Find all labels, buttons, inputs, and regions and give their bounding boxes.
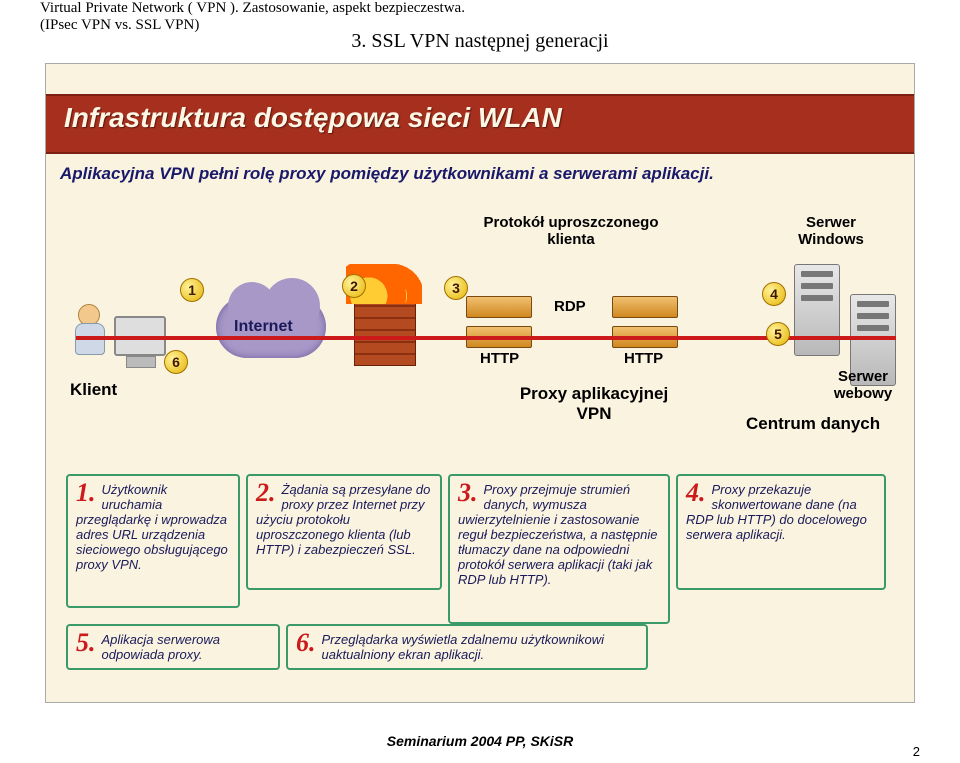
server-windows-icon: [794, 264, 840, 356]
client-icon: [74, 294, 164, 364]
step-num-5: 5.: [76, 632, 96, 654]
step-box-6: 6. Przeglądarka wyświetla zdalnemu użytk…: [286, 624, 648, 670]
step-num-4: 4.: [686, 482, 706, 504]
step-box-5: 5. Aplikacja serwerowa odpowiada proxy.: [66, 624, 280, 670]
label-proxy-vpn: Proxy aplikacyjnej VPN: [504, 384, 684, 424]
num-circle-1: 1: [180, 278, 204, 302]
step-text-6: Przeglądarka wyświetla zdalnemu użytkown…: [322, 632, 605, 662]
internet-label: Internet: [234, 318, 293, 336]
step-text-1: Użytkownik uruchamia przeglądarkę i wpro…: [76, 482, 228, 572]
step-text-2: Żądania są przesyłane do proxy przez Int…: [256, 482, 430, 557]
banner-title: Infrastruktura dostępowa sieci WLAN: [64, 102, 562, 134]
step-box-1: 1. Użytkownik uruchamia przeglądarkę i w…: [66, 474, 240, 608]
step-num-2: 2.: [256, 482, 276, 504]
num-circle-4: 4: [762, 282, 786, 306]
step-box-4: 4. Proxy przekazuje skonwertowane dane (…: [676, 474, 886, 590]
num-circle-3: 3: [444, 276, 468, 300]
label-thin-client-protocol: Protokół uproszczonego klienta: [466, 214, 676, 248]
step-box-2: 2. Żądania są przesyłane do proxy przez …: [246, 474, 442, 590]
label-rdp: RDP: [552, 298, 588, 315]
proxy-box-icon: [612, 296, 678, 318]
step-text-4: Proxy przekazuje skonwertowane dane (na …: [686, 482, 867, 542]
footer-text: Seminarium 2004 PP, SKiSR: [0, 733, 960, 749]
person-icon: [78, 304, 100, 326]
header-line1: Virtual Private Network ( VPN ). Zastoso…: [40, 0, 920, 17]
step-text-5: Aplikacja serwerowa odpowiada proxy.: [102, 632, 221, 662]
step-num-6: 6.: [296, 632, 316, 654]
label-serwer-web: Serwer webowy: [818, 368, 908, 402]
step-num-1: 1.: [76, 482, 96, 504]
step-text-3: Proxy przejmuje strumień danych, wymusza…: [458, 482, 657, 587]
label-server-windows: Serwer Windows: [786, 214, 876, 248]
num-circle-2: 2: [342, 274, 366, 298]
label-http-left: HTTP: [478, 350, 521, 367]
page-number: 2: [913, 744, 920, 759]
diagram-figure: Infrastruktura dostępowa sieci WLAN Apli…: [45, 63, 915, 703]
label-centrum-danych: Centrum danych: [746, 414, 880, 434]
label-http-right: HTTP: [622, 350, 665, 367]
sub-heading: Aplikacyjna VPN pełni rolę proxy pomiędz…: [60, 164, 900, 184]
step-box-3: 3. Proxy przejmuje strumień danych, wymu…: [448, 474, 670, 624]
label-klient: Klient: [70, 380, 117, 400]
step-num-3: 3.: [458, 482, 478, 504]
num-circle-6: 6: [164, 350, 188, 374]
proxy-box-icon: [466, 296, 532, 318]
num-circle-5: 5: [766, 322, 790, 346]
